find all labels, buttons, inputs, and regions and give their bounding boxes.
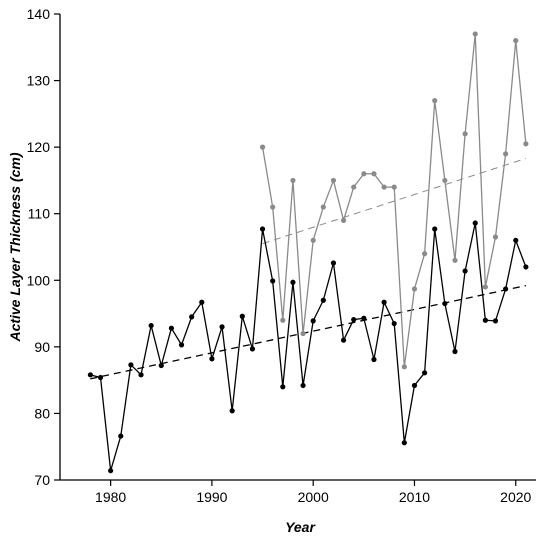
data-point bbox=[371, 171, 377, 177]
data-point bbox=[452, 348, 458, 355]
trendlines bbox=[90, 157, 527, 380]
series-line bbox=[90, 222, 527, 472]
series-line bbox=[261, 33, 527, 368]
data-point bbox=[219, 324, 225, 330]
data-point bbox=[249, 346, 256, 352]
data-point bbox=[442, 300, 448, 307]
x-axis-title: Year bbox=[285, 519, 316, 535]
data-point bbox=[462, 268, 468, 274]
data-point bbox=[108, 468, 114, 474]
data-point bbox=[482, 317, 488, 323]
data-point bbox=[361, 315, 367, 321]
data-point bbox=[482, 284, 488, 290]
y-tick-label: 110 bbox=[28, 206, 51, 222]
data-point bbox=[492, 318, 499, 324]
data-point bbox=[310, 318, 316, 324]
y-tick-label: 90 bbox=[34, 339, 50, 355]
data-point bbox=[209, 356, 215, 362]
data-point bbox=[270, 204, 276, 210]
axis-ticks: 1980 1990 2000 2010 2020 70 80 90 100 110 120 130 14… bbox=[27, 6, 532, 505]
data-point bbox=[97, 374, 104, 381]
y-tick-label: 80 bbox=[34, 405, 50, 421]
data-point bbox=[381, 184, 387, 190]
data-point bbox=[361, 171, 367, 177]
data-point bbox=[259, 144, 266, 150]
data-point bbox=[351, 184, 357, 190]
data-point bbox=[290, 177, 296, 184]
trendline-2 bbox=[262, 157, 527, 245]
x-tick-label: 2000 bbox=[298, 489, 329, 505]
data-point bbox=[513, 237, 519, 243]
x-tick-label: 1980 bbox=[95, 489, 126, 505]
data-point bbox=[199, 299, 205, 305]
data-point bbox=[148, 322, 154, 329]
data-point bbox=[128, 362, 134, 368]
data-point bbox=[330, 260, 337, 266]
data-point bbox=[280, 317, 286, 323]
data-point bbox=[401, 440, 407, 446]
data-point bbox=[270, 278, 276, 284]
data-point bbox=[189, 314, 195, 320]
data-point bbox=[523, 264, 529, 270]
data-point bbox=[118, 433, 124, 439]
y-tick-label: 120 bbox=[27, 139, 51, 155]
data-point bbox=[290, 279, 296, 285]
data-point bbox=[442, 177, 448, 184]
y-axis-title: Active Layer Thickness (cm) bbox=[7, 152, 23, 342]
data-point bbox=[472, 31, 478, 37]
data-point bbox=[411, 286, 418, 292]
data-point bbox=[523, 141, 529, 147]
data-point bbox=[280, 384, 286, 390]
axes bbox=[59, 14, 536, 481]
y-tick-label: 140 bbox=[27, 6, 51, 22]
data-point bbox=[138, 372, 144, 378]
data-point bbox=[320, 204, 326, 210]
data-point bbox=[340, 217, 347, 223]
data-point bbox=[310, 237, 316, 243]
data-point bbox=[300, 382, 306, 389]
data-point bbox=[259, 226, 266, 232]
x-tick-label: 2020 bbox=[500, 489, 531, 505]
data-point bbox=[320, 297, 326, 303]
y-tick-label: 100 bbox=[27, 272, 51, 288]
series-1 bbox=[87, 220, 529, 474]
data-point bbox=[178, 342, 185, 348]
data-point bbox=[513, 38, 519, 44]
data-point bbox=[168, 325, 175, 331]
y-tick-label: 130 bbox=[27, 73, 51, 89]
x-tick-label: 1990 bbox=[196, 489, 227, 505]
data-point bbox=[340, 337, 347, 343]
data-point bbox=[462, 131, 468, 137]
data-point bbox=[492, 234, 499, 240]
data-point bbox=[432, 97, 438, 104]
data-point bbox=[421, 370, 428, 376]
data-point bbox=[401, 364, 407, 370]
data-point bbox=[421, 251, 428, 257]
data-point bbox=[503, 151, 509, 157]
data-point bbox=[391, 184, 397, 190]
data-point bbox=[158, 362, 164, 369]
trendline-1 bbox=[90, 284, 527, 380]
data-point bbox=[351, 316, 357, 323]
data-point bbox=[381, 299, 387, 305]
data-point bbox=[472, 220, 478, 226]
data-point bbox=[452, 257, 458, 263]
data-point bbox=[411, 382, 418, 389]
data-point bbox=[330, 177, 337, 184]
data-series bbox=[87, 31, 529, 474]
data-point bbox=[371, 356, 377, 363]
data-point bbox=[300, 330, 306, 337]
data-point bbox=[229, 408, 235, 414]
x-tick-label: 2010 bbox=[399, 489, 430, 505]
data-point bbox=[87, 372, 93, 378]
data-point bbox=[239, 313, 245, 319]
data-point bbox=[503, 286, 509, 292]
data-point bbox=[432, 226, 438, 232]
data-point bbox=[391, 320, 397, 327]
series-2 bbox=[259, 31, 529, 370]
y-tick-label: 70 bbox=[34, 472, 50, 488]
